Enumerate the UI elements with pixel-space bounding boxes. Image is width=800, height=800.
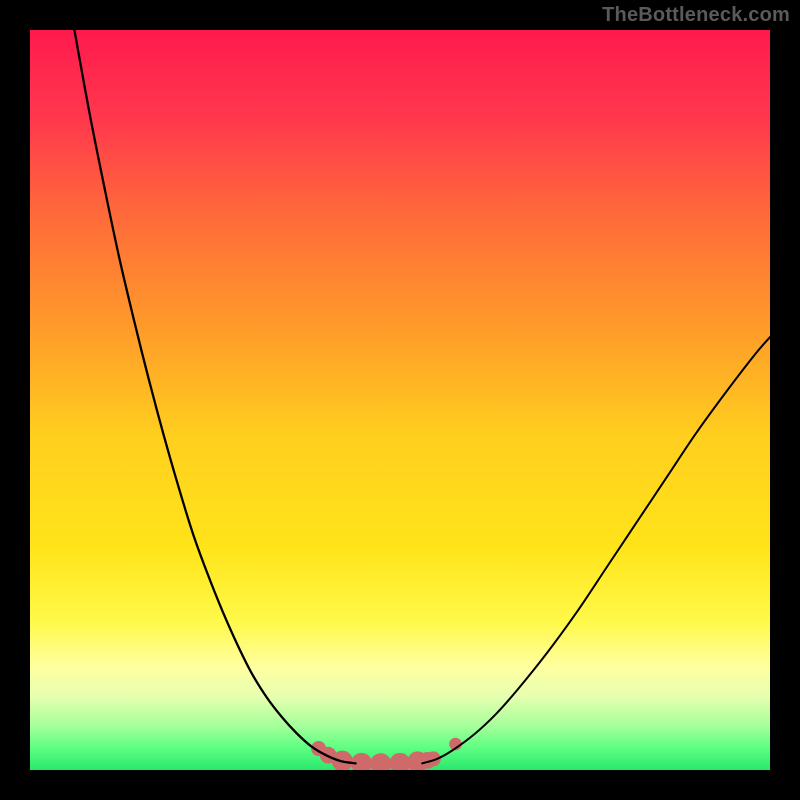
right-curve: [422, 337, 770, 763]
chart-curves: [30, 30, 770, 770]
marker-dot: [370, 753, 391, 770]
marker-layer: [311, 738, 462, 770]
bottleneck-chart: [30, 30, 770, 770]
marker-dot: [351, 753, 372, 770]
watermark-text: TheBottleneck.com: [602, 4, 790, 27]
left-curve: [74, 30, 355, 763]
